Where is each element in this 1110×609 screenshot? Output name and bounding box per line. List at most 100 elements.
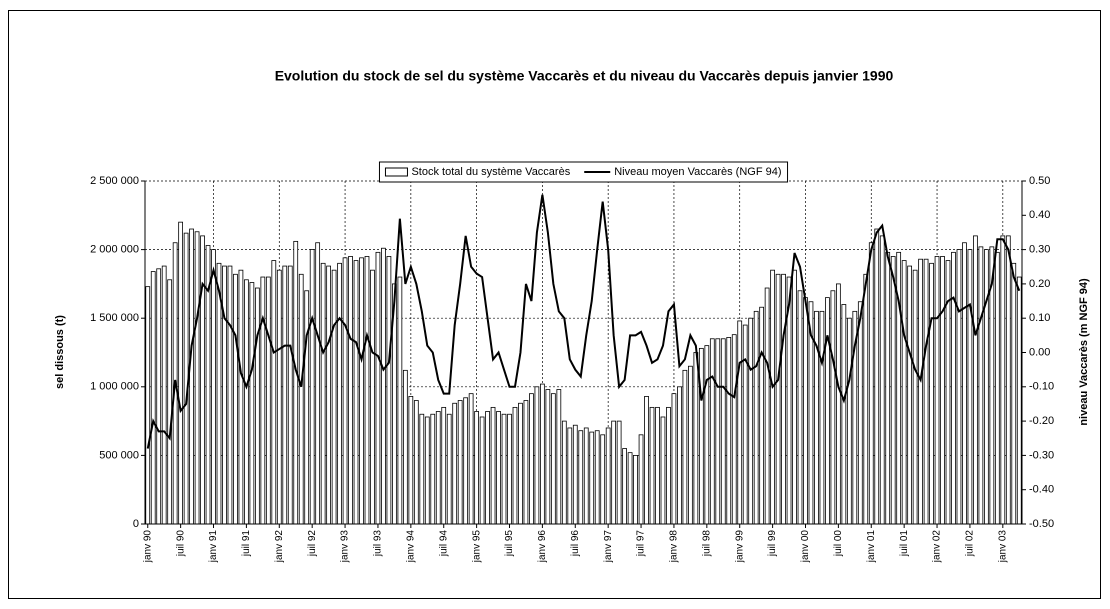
bar — [704, 345, 710, 525]
bar — [452, 402, 458, 525]
y-axis-label: sel dissous (t) — [54, 315, 66, 389]
x-tick-label: janv 96 — [537, 530, 548, 564]
bar — [572, 424, 578, 525]
bar — [638, 434, 644, 525]
y-tick-label: 0 — [133, 518, 139, 530]
bar — [890, 256, 896, 525]
bar — [287, 265, 293, 525]
x-tick-label: juil 95 — [504, 530, 515, 558]
bar — [655, 406, 660, 525]
bar — [331, 269, 337, 525]
bar — [561, 420, 567, 525]
bar — [781, 273, 786, 525]
x-tick-label: juil 99 — [767, 530, 778, 558]
bar — [309, 249, 315, 525]
bar — [709, 338, 715, 525]
bar — [742, 324, 748, 525]
bar — [364, 256, 370, 525]
bar — [244, 279, 249, 525]
bar — [688, 365, 693, 525]
bar — [737, 320, 743, 525]
bar — [1000, 235, 1006, 525]
bar — [342, 257, 348, 525]
bar — [929, 262, 934, 525]
x-tick-label: janv 91 — [208, 530, 219, 564]
bar — [375, 251, 381, 525]
bar — [616, 420, 622, 525]
legend-label: Niveau moyen Vaccarès (NGF 94) — [614, 166, 781, 178]
bar — [430, 413, 436, 525]
bar — [731, 334, 737, 525]
bar — [994, 251, 1000, 525]
y2-tick-label: -0.10 — [1029, 381, 1054, 393]
bar — [265, 276, 271, 525]
bar — [463, 397, 469, 525]
y2-tick-label: -0.30 — [1029, 449, 1054, 461]
bar — [435, 411, 441, 525]
bar — [550, 393, 556, 525]
bar — [304, 290, 310, 525]
x-tick-label: janv 99 — [734, 530, 745, 564]
bar — [161, 265, 167, 525]
bar — [271, 260, 277, 525]
bar — [370, 269, 375, 525]
bar — [507, 413, 512, 525]
bar — [222, 265, 227, 525]
x-tick-label: juil 01 — [899, 530, 910, 558]
bar — [238, 269, 244, 525]
x-tick-label: janv 95 — [471, 530, 482, 564]
bar — [145, 286, 151, 525]
bar — [260, 276, 266, 525]
bar — [567, 427, 573, 525]
bar — [578, 430, 584, 525]
bar — [879, 235, 885, 525]
bar — [825, 297, 830, 525]
bar — [797, 290, 803, 525]
bar — [863, 273, 869, 525]
y2-tick-label: 0.20 — [1029, 278, 1050, 290]
x-tick-label: juil 96 — [570, 530, 581, 558]
x-tick-label: juil 00 — [833, 530, 844, 558]
bar — [830, 290, 836, 525]
bar — [644, 396, 649, 525]
bar — [419, 413, 425, 525]
bar — [457, 400, 463, 525]
x-tick-label: janv 92 — [274, 530, 285, 564]
bar — [622, 448, 627, 525]
x-tick-label: janv 00 — [800, 530, 811, 564]
x-tick-label: janv 90 — [142, 530, 153, 564]
bar — [682, 369, 688, 525]
bar — [693, 352, 699, 525]
y2-tick-label: 0.40 — [1029, 209, 1050, 221]
bar — [874, 228, 880, 525]
bar — [413, 400, 419, 525]
bar — [326, 265, 331, 525]
x-tick-label: janv 02 — [932, 530, 943, 564]
bar — [868, 242, 874, 525]
bar — [594, 430, 600, 525]
bar — [501, 413, 507, 525]
bar — [337, 262, 342, 525]
bar — [298, 273, 304, 525]
bar — [698, 347, 704, 525]
bar — [293, 240, 299, 525]
bar — [770, 269, 775, 525]
bar — [720, 338, 726, 525]
line — [146, 194, 1021, 449]
bar — [748, 317, 754, 525]
bar — [518, 402, 523, 525]
legend-label: Stock total du système Vaccarès — [411, 166, 570, 178]
bar — [934, 256, 940, 525]
bar — [967, 249, 973, 525]
bar — [923, 258, 929, 525]
bar — [479, 416, 485, 525]
bar — [649, 406, 655, 525]
bar — [441, 406, 447, 525]
bar — [956, 249, 962, 525]
bar — [583, 427, 589, 525]
bar — [386, 256, 392, 525]
bar — [156, 268, 162, 525]
bar — [249, 282, 255, 525]
x-tick-label: juil 97 — [636, 530, 647, 558]
